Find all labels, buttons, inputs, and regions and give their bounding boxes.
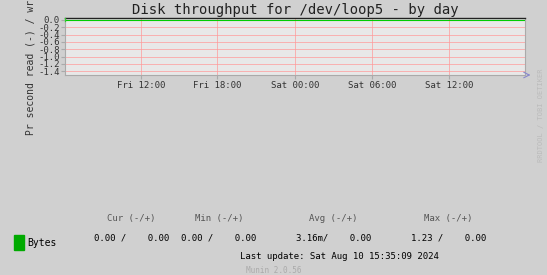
Text: Bytes: Bytes xyxy=(27,238,57,248)
Text: Min (-/+): Min (-/+) xyxy=(195,214,243,223)
Y-axis label: Pr second read (-) / write (+): Pr second read (-) / write (+) xyxy=(25,0,35,135)
Title: Disk throughput for /dev/loop5 - by day: Disk throughput for /dev/loop5 - by day xyxy=(132,3,458,17)
Text: RRDTOOL / TOBI OETIKER: RRDTOOL / TOBI OETIKER xyxy=(538,69,544,162)
Text: Max (-/+): Max (-/+) xyxy=(424,214,473,223)
Text: Munin 2.0.56: Munin 2.0.56 xyxy=(246,266,301,274)
Text: 0.00 /    0.00: 0.00 / 0.00 xyxy=(181,233,257,242)
Text: 3.16m/    0.00: 3.16m/ 0.00 xyxy=(296,233,371,242)
Text: Avg (-/+): Avg (-/+) xyxy=(310,214,358,223)
Text: Last update: Sat Aug 10 15:35:09 2024: Last update: Sat Aug 10 15:35:09 2024 xyxy=(240,252,439,261)
Text: 0.00 /    0.00: 0.00 / 0.00 xyxy=(94,233,169,242)
Text: Cur (-/+): Cur (-/+) xyxy=(107,214,155,223)
Text: 1.23 /    0.00: 1.23 / 0.00 xyxy=(411,233,486,242)
